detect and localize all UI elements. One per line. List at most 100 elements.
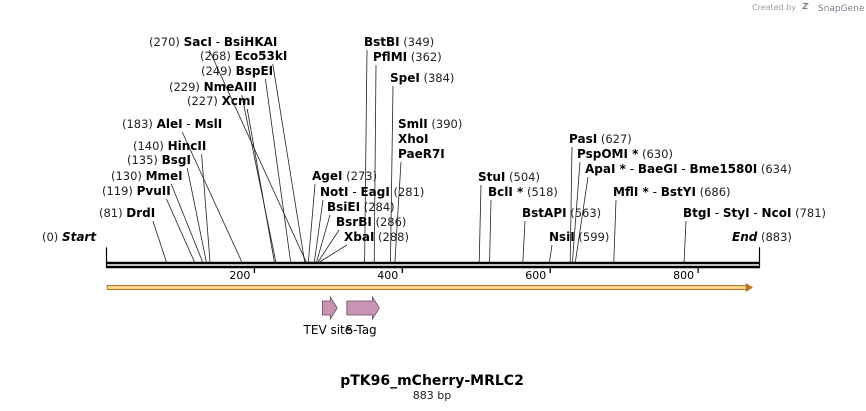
tick-label: 200 <box>229 269 250 282</box>
leader-pspomi <box>572 161 581 263</box>
site-label-part: (390) <box>428 117 463 131</box>
site-label-stui: StuI (504) <box>478 170 540 184</box>
site-label-part: AgeI <box>312 169 342 183</box>
site-label-part: BtgI <box>683 206 711 220</box>
site-label-part: (630) <box>638 147 673 161</box>
site-drdi: (81) DrdI <box>99 206 155 220</box>
site-nmeaiii: (229) NmeAIII <box>169 80 257 94</box>
site-label-part: PasI <box>569 132 597 146</box>
tick-label: 800 <box>673 269 694 282</box>
orf-bar <box>106 283 753 292</box>
orf-body <box>106 285 748 290</box>
site-label-part: (249) <box>201 64 236 78</box>
site-btgi: BtgI - StyI - NcoI (781) <box>683 206 826 220</box>
leader-smli <box>394 161 402 263</box>
leader-drdi <box>152 220 167 263</box>
site-pvuii: (119) PvuII <box>102 184 171 198</box>
site-label-xhoi: XhoI <box>398 132 429 146</box>
site-label-part: (183) <box>122 117 157 131</box>
site-bspei: (249) BspEI <box>201 64 273 78</box>
tick-label: 600 <box>525 269 546 282</box>
site-label-pflmi: PflMI (362) <box>373 50 442 64</box>
site-apai: ApaI * - BaeGI - Bme1580I (634) <box>585 162 792 176</box>
site-label-part: MflI * <box>613 185 649 199</box>
leader-noti <box>313 199 324 263</box>
site-label-part: BsrBI <box>336 215 372 229</box>
site-label-part: NsiI <box>549 230 575 244</box>
site-label-part: NmeAIII <box>204 80 257 94</box>
site-label-bstbi: BstBI (349) <box>364 35 434 49</box>
site-label-part: - <box>649 185 661 199</box>
site-label-paer7i: PaeR7I <box>398 147 445 161</box>
site-end: End (883) <box>732 230 792 244</box>
site-label-bcli: BclI * (518) <box>488 185 558 199</box>
site-label-pvuii: (119) PvuII <box>102 184 171 198</box>
site-label-pspomi: PspOMI * (630) <box>577 147 673 161</box>
site-label-part: Eco53kI <box>235 49 288 63</box>
site-label-saci: (270) SacI - BsiHKAI <box>149 35 277 49</box>
leader-saci <box>208 49 307 263</box>
site-label-part: End <box>732 230 758 244</box>
site-label-part: XbaI <box>344 230 374 244</box>
leader-nmeaiii <box>241 94 277 263</box>
construct-length: 883 bp <box>413 389 451 402</box>
site-label-part: (518) <box>523 185 558 199</box>
site-label-eco53ki: (268) Eco53kI <box>200 49 287 63</box>
site-label-part: - <box>183 117 195 131</box>
site-label-bspei: (249) BspEI <box>201 64 273 78</box>
site-saci: (270) SacI - BsiHKAI <box>149 35 277 49</box>
site-label-part: (0) <box>42 230 62 244</box>
site-label-part: Start <box>62 230 97 244</box>
leader-xcmi <box>246 108 275 263</box>
site-label-part: - <box>349 185 361 199</box>
site-bstapi: BstAPI (563) <box>522 206 601 220</box>
site-pflmi: PflMI (362) <box>373 50 442 64</box>
site-label-part: (384) <box>420 71 455 85</box>
leader-hincii <box>201 153 211 263</box>
leader-mmei <box>170 183 204 263</box>
site-label-pasi: PasI (627) <box>569 132 632 146</box>
leader-btgi <box>683 220 687 263</box>
site-mfli: MflI * - BstYI (686) <box>613 185 731 199</box>
site-stui: StuI (504) <box>478 170 540 184</box>
site-bsrbi: BsrBI (286) <box>336 215 406 229</box>
site-label-nsii: NsiI (599) <box>549 230 609 244</box>
leader-pasi <box>569 146 573 263</box>
site-label-part: MslI <box>195 117 223 131</box>
leader-agei <box>307 183 316 263</box>
site-label-part: EagI <box>360 185 389 199</box>
site-label-part: (883) <box>757 230 792 244</box>
site-label-part: (286) <box>372 215 407 229</box>
feature-arrow-tev-site <box>322 295 338 321</box>
site-label-part: (273) <box>342 169 377 183</box>
tick-label: 400 <box>377 269 398 282</box>
site-label-part: SacI <box>184 35 212 49</box>
site-label-spei: SpeI (384) <box>390 71 454 85</box>
site-bstbi: BstBI (349) <box>364 35 434 49</box>
site-label-xbai: XbaI (288) <box>344 230 409 244</box>
site-label-part: Bme1580I <box>690 162 758 176</box>
site-label-part: AleI <box>157 117 183 131</box>
site-label-part: HincII <box>168 139 207 153</box>
site-label-nmeaiii: (229) NmeAIII <box>169 80 257 94</box>
site-label-bsgi: (135) BsgI <box>127 153 191 167</box>
site-bcli: BclI * (518) <box>488 185 558 199</box>
site-label-part: ApaI * <box>585 162 627 176</box>
leader-bcli <box>489 199 492 263</box>
site-pspomi: PspOMI * (630) <box>577 147 673 161</box>
site-nsii: NsiI (599) <box>549 230 609 244</box>
site-label-part: BaeGI <box>638 162 678 176</box>
site-label-part: - <box>711 206 723 220</box>
site-label-part: (362) <box>407 50 442 64</box>
leader-stui <box>478 184 482 263</box>
site-label-hincii: (140) HincII <box>133 139 206 153</box>
site-pasi: PasI (627) <box>569 132 632 146</box>
site-label-agei: AgeI (273) <box>312 169 377 183</box>
leader-bstapi <box>522 220 526 263</box>
site-label-part: (81) <box>99 206 126 220</box>
site-label-part: StyI <box>723 206 750 220</box>
site-label-part: BsiHKAI <box>224 35 278 49</box>
leader-bstbi <box>364 49 368 263</box>
